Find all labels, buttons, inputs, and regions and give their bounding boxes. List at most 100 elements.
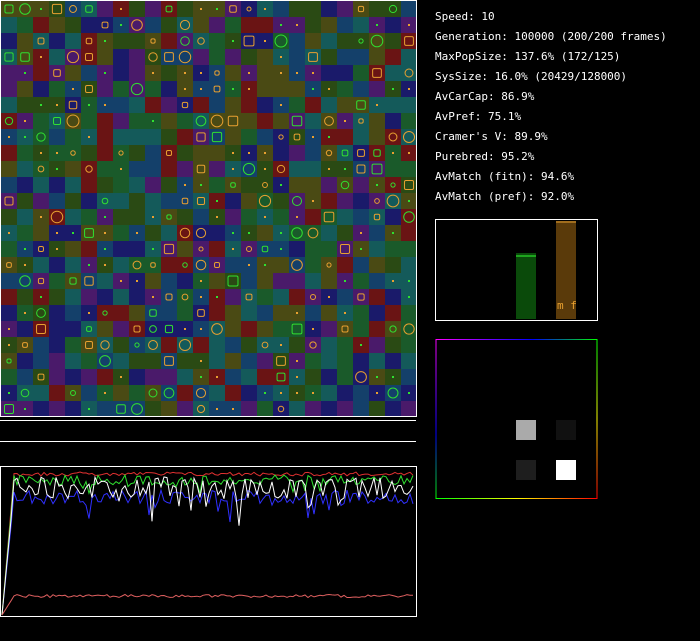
cell — [385, 337, 401, 353]
cell — [49, 129, 65, 145]
cell — [273, 353, 289, 369]
cell — [209, 17, 225, 33]
cell — [401, 49, 417, 65]
cell — [289, 145, 305, 161]
cell — [145, 17, 161, 33]
agent — [360, 344, 362, 346]
cell — [369, 81, 385, 97]
agent — [24, 312, 26, 314]
cell — [177, 225, 193, 241]
agent — [53, 69, 61, 77]
agent — [344, 120, 346, 122]
cell — [257, 97, 273, 113]
cell — [273, 257, 289, 273]
cell — [257, 337, 273, 353]
agent — [309, 293, 317, 301]
cell — [17, 33, 33, 49]
cell — [289, 97, 305, 113]
agent — [328, 296, 330, 298]
cell — [241, 17, 257, 33]
cell — [81, 193, 97, 209]
cell — [337, 321, 353, 337]
cell — [321, 385, 337, 401]
agent — [264, 216, 266, 218]
cell — [337, 225, 353, 241]
agent — [152, 248, 154, 250]
agent — [200, 360, 202, 362]
cell — [97, 305, 113, 321]
cell — [305, 49, 321, 65]
cell — [337, 353, 353, 369]
agent — [200, 296, 202, 298]
agent — [40, 8, 42, 10]
agent — [376, 376, 378, 378]
cell — [81, 49, 97, 65]
cell — [385, 209, 401, 225]
agent — [358, 118, 364, 124]
agent — [165, 149, 173, 157]
cell — [65, 33, 81, 49]
agent — [6, 262, 12, 268]
cell — [97, 49, 113, 65]
cell — [17, 209, 33, 225]
cell — [321, 17, 337, 33]
cell — [1, 1, 17, 17]
cell — [49, 177, 65, 193]
agent — [198, 246, 204, 252]
cell — [145, 177, 161, 193]
agent — [264, 40, 266, 42]
agent — [40, 296, 42, 298]
cell — [33, 241, 49, 257]
cell — [65, 337, 81, 353]
cell — [145, 353, 161, 369]
cell — [17, 145, 33, 161]
agent — [248, 88, 250, 90]
cell — [65, 241, 81, 257]
cell — [129, 161, 145, 177]
cell — [33, 353, 49, 369]
cell — [353, 257, 369, 273]
agent — [4, 52, 14, 62]
cell — [49, 113, 65, 129]
cell — [65, 97, 81, 113]
cell — [337, 289, 353, 305]
cell — [33, 81, 49, 97]
plot-line — [1, 593, 413, 616]
agent — [211, 323, 223, 335]
cell — [225, 65, 241, 81]
cell — [161, 209, 177, 225]
agent — [408, 24, 410, 26]
cell — [97, 401, 113, 417]
cell — [193, 337, 209, 353]
cell — [49, 17, 65, 33]
cell — [209, 97, 225, 113]
cell — [401, 1, 417, 17]
cell — [225, 273, 241, 289]
agent — [387, 387, 399, 399]
agent — [180, 36, 190, 46]
cell — [401, 401, 417, 417]
agent — [392, 376, 394, 378]
cell — [65, 369, 81, 385]
cell — [225, 17, 241, 33]
agent — [356, 100, 366, 110]
cell — [161, 17, 177, 33]
cell — [113, 49, 129, 65]
agent — [230, 182, 236, 188]
cell — [193, 49, 209, 65]
agent — [88, 264, 90, 266]
cell — [273, 1, 289, 17]
cell — [401, 161, 417, 177]
agent — [150, 262, 156, 268]
agent — [296, 72, 298, 74]
cell — [353, 1, 369, 17]
cell — [65, 353, 81, 369]
cell — [337, 145, 353, 161]
cell — [97, 369, 113, 385]
cell — [65, 273, 81, 289]
cell — [321, 337, 337, 353]
agent — [296, 360, 298, 362]
cell — [33, 65, 49, 81]
agent — [408, 280, 410, 282]
agent — [403, 211, 415, 223]
